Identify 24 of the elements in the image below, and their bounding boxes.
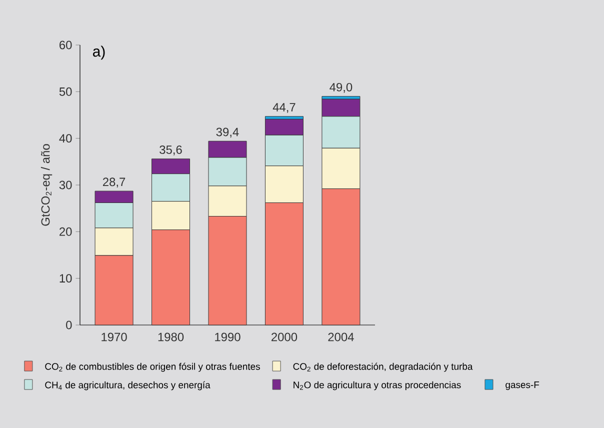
x-tick-label: 2000: [272, 332, 298, 342]
y-tick-label: 10: [60, 274, 72, 283]
y-tick-label: 20: [60, 227, 72, 236]
x-tick-label: 2004: [328, 332, 354, 342]
total-label: 39,4: [216, 128, 239, 138]
y-tick-label: 40: [59, 134, 72, 143]
annotation: a): [93, 46, 105, 60]
x-tick-label: 1980: [158, 332, 184, 342]
total-label: 35,6: [160, 145, 182, 156]
y-axis-title: GtCO$_{2}$-eq / año: [40, 144, 52, 226]
legend-label: CO$_{2}$ de combustibles de origen fósil y otras fuentes: [45, 362, 260, 372]
total-label: 49,0: [330, 82, 352, 93]
y-tick-label: 0: [66, 320, 72, 330]
x-tick-label: 1970: [102, 332, 127, 342]
x-tick-label: 1990: [215, 332, 240, 342]
legend-label: N$_{2}$O de agricultura y otras procedencias: [294, 381, 461, 390]
y-tick-label: 30: [59, 180, 72, 190]
legend-label: CH$_{4}$ de agricultura, desechos y energía: [45, 381, 210, 390]
y-tick-label: 50: [59, 87, 72, 96]
total-label: 44,7: [272, 103, 296, 113]
total-label: 28,7: [103, 178, 126, 188]
y-tick-label: 60: [60, 40, 72, 50]
legend-label: CO$_{2}$ de deforestación, degradación y turba: [293, 362, 473, 372]
legend-label: gases-F: [506, 382, 540, 390]
